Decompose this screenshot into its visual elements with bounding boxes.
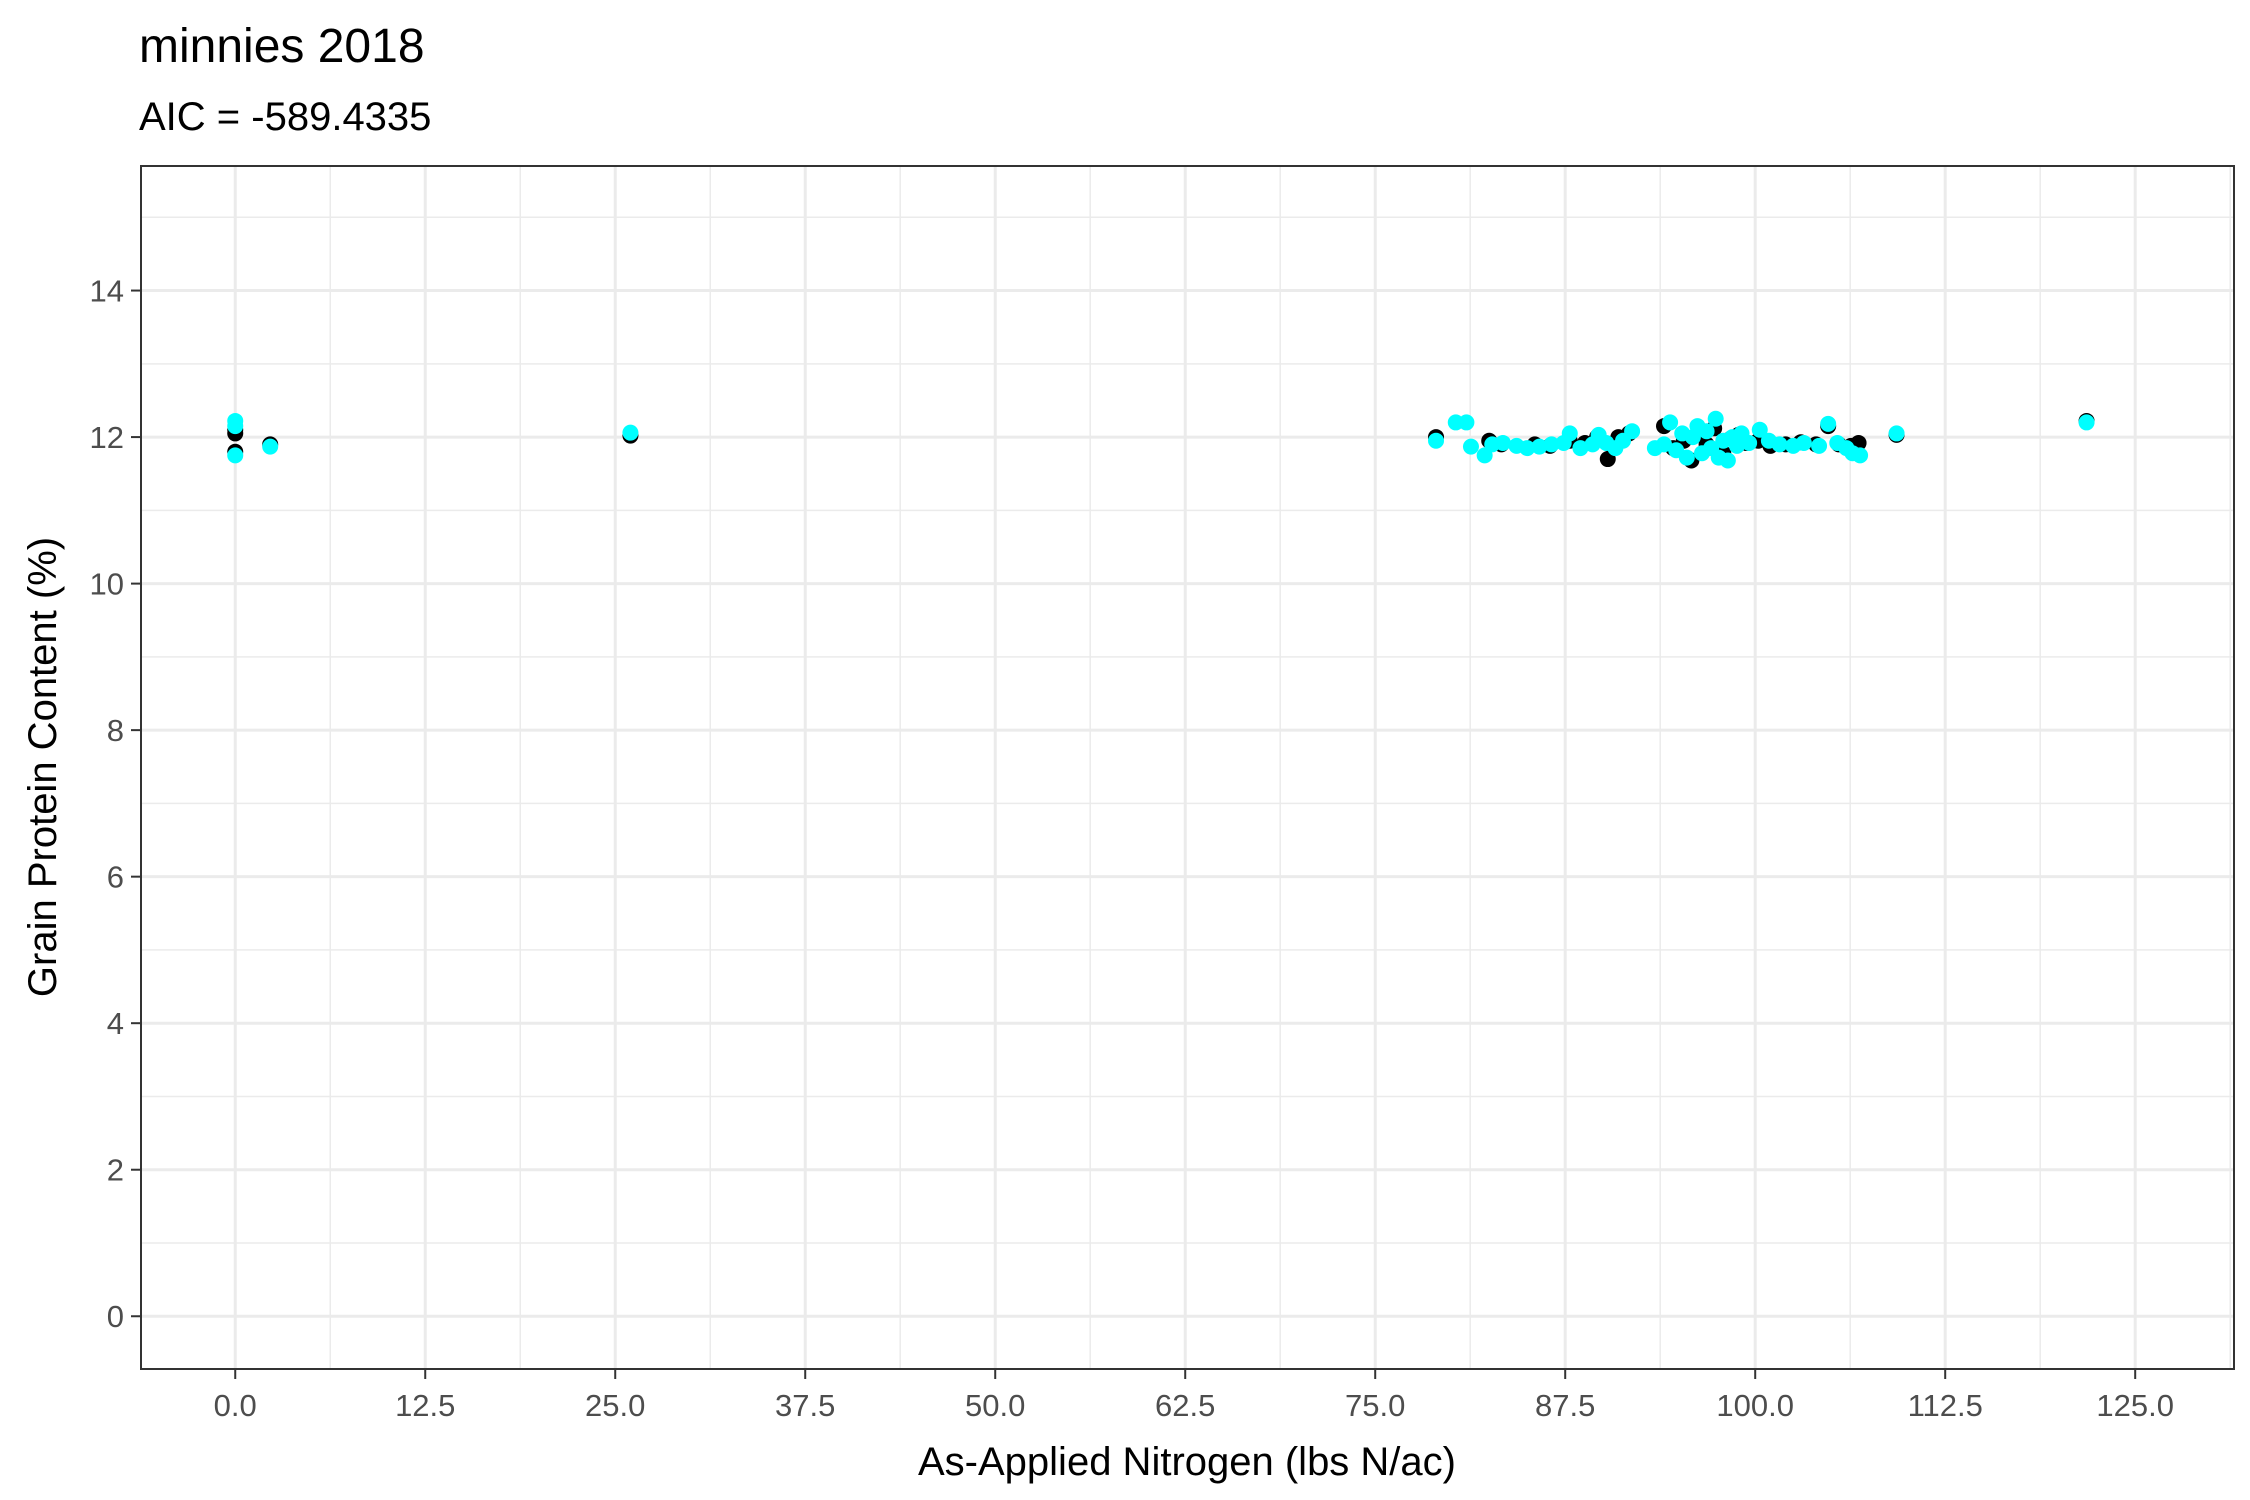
data-point bbox=[1494, 434, 1511, 451]
x-tick-label: 112.5 bbox=[1908, 1388, 1983, 1423]
data-point bbox=[227, 418, 244, 435]
x-tick-label: 87.5 bbox=[1535, 1388, 1595, 1423]
data-point bbox=[262, 438, 279, 455]
y-tick-label: 4 bbox=[107, 1006, 124, 1041]
data-point bbox=[227, 447, 244, 464]
data-point bbox=[1811, 437, 1828, 454]
data-point bbox=[1852, 447, 1869, 464]
y-tick-label: 2 bbox=[107, 1153, 124, 1188]
data-point bbox=[1795, 434, 1812, 451]
plot-background bbox=[141, 166, 2234, 1369]
data-point bbox=[1707, 410, 1724, 427]
x-tick-label: 50.0 bbox=[965, 1388, 1025, 1423]
data-point bbox=[1719, 452, 1736, 469]
x-tick-label: 12.5 bbox=[395, 1388, 455, 1423]
x-tick-label: 62.5 bbox=[1155, 1388, 1215, 1423]
x-tick-label: 125.0 bbox=[2096, 1388, 2174, 1423]
major-gridlines bbox=[141, 166, 2234, 1369]
data-point bbox=[1820, 415, 1837, 432]
chart-subtitle: AIC = -589.4335 bbox=[139, 95, 431, 139]
data-point bbox=[1462, 438, 1479, 455]
x-tick-label: 25.0 bbox=[585, 1388, 645, 1423]
data-point bbox=[1656, 436, 1673, 453]
x-tick-label: 100.0 bbox=[1716, 1388, 1794, 1423]
data-point bbox=[1698, 423, 1715, 440]
data-point bbox=[622, 424, 639, 441]
data-point bbox=[1678, 449, 1695, 466]
y-tick-label: 14 bbox=[90, 274, 124, 309]
chart-title: minnies 2018 bbox=[139, 20, 425, 73]
data-point bbox=[1428, 432, 1445, 449]
y-tick-label: 6 bbox=[107, 860, 124, 895]
data-point bbox=[1728, 437, 1745, 454]
minor-gridlines bbox=[141, 166, 2234, 1369]
data-point bbox=[1561, 425, 1578, 442]
y-axis-ticks: 0 2 4 6 8 10 12 14 bbox=[90, 274, 141, 1334]
x-tick-label: 0.0 bbox=[214, 1388, 257, 1423]
data-point bbox=[1531, 438, 1548, 455]
data-point bbox=[1741, 434, 1758, 451]
y-axis-label: Grain Protein Content (%) bbox=[21, 537, 65, 997]
y-tick-label: 10 bbox=[90, 567, 124, 602]
data-point bbox=[1751, 421, 1768, 438]
x-tick-label: 75.0 bbox=[1345, 1388, 1405, 1423]
data-point bbox=[1519, 440, 1536, 457]
x-axis-label: As-Applied Nitrogen (lbs N/ac) bbox=[918, 1440, 1456, 1484]
x-tick-label: 37.5 bbox=[775, 1388, 835, 1423]
data-point bbox=[1543, 436, 1560, 453]
plot-panel-border bbox=[140, 165, 2235, 1370]
data-point bbox=[2078, 414, 2095, 431]
x-axis-ticks: 0.0 12.5 25.0 37.5 50.0 62.5 75.0 87.5 100.0 112.… bbox=[214, 1369, 2174, 1423]
data-point bbox=[1572, 440, 1589, 457]
y-tick-label: 12 bbox=[90, 420, 124, 455]
data-point bbox=[1888, 425, 1905, 442]
data-point bbox=[1458, 414, 1475, 431]
y-tick-label: 0 bbox=[107, 1299, 124, 1334]
data-point bbox=[1624, 423, 1641, 440]
data-points bbox=[227, 410, 2095, 469]
data-point bbox=[1662, 414, 1679, 431]
y-tick-label: 8 bbox=[107, 713, 124, 748]
data-point bbox=[1771, 436, 1788, 453]
